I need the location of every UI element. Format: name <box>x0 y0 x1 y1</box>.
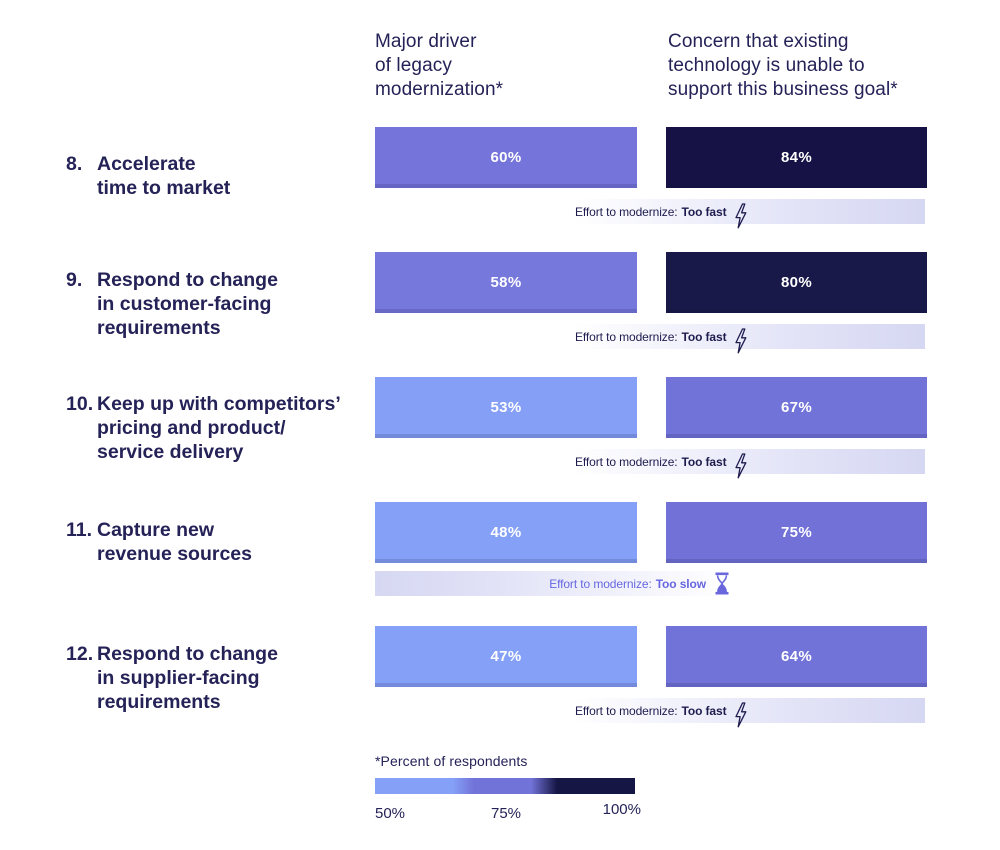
effort-strip: Effort to modernize: Too fast <box>559 449 925 478</box>
chart-row-8: 8. Accelerate time to market 60% 84% Eff… <box>0 127 1000 257</box>
effort-strip: Effort to modernize: Too fast <box>559 324 925 353</box>
effort-value: Too fast <box>681 703 727 718</box>
lightning-icon <box>733 701 748 728</box>
row-number: 11. <box>66 519 93 541</box>
concern-bar: 80% <box>666 252 927 313</box>
effort-strip: Effort to modernize: Too slow <box>375 571 741 596</box>
row-number: 8. <box>66 153 83 175</box>
driver-bar: 47% <box>375 626 637 687</box>
effort-value: Too fast <box>681 329 727 344</box>
lightning-icon <box>733 327 748 354</box>
scale-tick-75: 75% <box>490 805 522 822</box>
row-label: 12. Respond to change in supplier-facing… <box>66 642 366 714</box>
legend-footnote: *Percent of respondents <box>375 753 528 769</box>
row-label: 8. Accelerate time to market <box>66 152 366 200</box>
row-goal-text: Keep up with competitors’ pricing and pr… <box>97 393 341 463</box>
effort-value: Too fast <box>681 454 727 469</box>
scale-tick-100: 100% <box>602 801 641 818</box>
concern-percent-label: 75% <box>781 524 812 541</box>
effort-value: Too slow <box>655 576 706 591</box>
effort-strip: Effort to modernize: Too fast <box>559 698 925 727</box>
concern-bar: 64% <box>666 626 927 687</box>
row-label: 9. Respond to change in customer-facing … <box>66 268 366 340</box>
row-goal-text: Respond to change in supplier-facing req… <box>97 643 278 713</box>
column-header-concern: Concern that existing technology is unab… <box>668 31 898 100</box>
concern-bar: 67% <box>666 377 927 438</box>
chart-row-11: 11. Capture new revenue sources 48% 75% … <box>0 502 1000 632</box>
concern-percent-label: 64% <box>781 648 812 665</box>
driver-bar: 48% <box>375 502 637 563</box>
effort-prefix: Effort to modernize: <box>575 703 678 718</box>
column-header-major-driver: Major driver of legacy modernization* <box>375 31 504 100</box>
effort-value: Too fast <box>681 204 727 219</box>
lightning-icon <box>733 452 748 479</box>
color-scale-ticks: 50% 75% 100% <box>375 801 641 822</box>
driver-bar: 58% <box>375 252 637 313</box>
color-scale-legend: *Percent of respondents 50% 75% 100% <box>375 753 641 822</box>
chart-row-9: 9. Respond to change in customer-facing … <box>0 252 1000 382</box>
scale-tick-50: 50% <box>375 805 406 822</box>
driver-percent-label: 48% <box>490 524 522 541</box>
effort-strip: Effort to modernize: Too fast <box>559 199 925 228</box>
row-goal-text: Respond to change in customer-facing req… <box>97 269 278 339</box>
concern-bar: 75% <box>666 502 927 563</box>
row-label: 10. Keep up with competitors’ pricing an… <box>66 392 366 464</box>
driver-bar: 60% <box>375 127 637 188</box>
driver-bar: 53% <box>375 377 637 438</box>
effort-prefix: Effort to modernize: <box>549 576 652 591</box>
hourglass-icon <box>713 572 731 595</box>
concern-percent-label: 67% <box>781 399 812 416</box>
chart-row-10: 10. Keep up with competitors’ pricing an… <box>0 377 1000 507</box>
driver-percent-label: 53% <box>490 399 522 416</box>
effort-prefix: Effort to modernize: <box>575 454 678 469</box>
lightning-icon <box>733 202 748 229</box>
concern-percent-label: 80% <box>781 274 812 291</box>
driver-percent-label: 60% <box>490 149 522 166</box>
row-number: 10. <box>66 393 94 415</box>
row-number: 9. <box>66 269 83 291</box>
effort-prefix: Effort to modernize: <box>575 329 678 344</box>
row-goal-text: Capture new revenue sources <box>97 519 253 565</box>
chart-row-12: 12. Respond to change in supplier-facing… <box>0 626 1000 756</box>
effort-prefix: Effort to modernize: <box>575 204 678 219</box>
concern-percent-label: 84% <box>781 149 812 166</box>
driver-percent-label: 47% <box>490 648 522 665</box>
driver-percent-label: 58% <box>490 274 522 291</box>
color-scale-bar <box>375 778 635 794</box>
row-label: 11. Capture new revenue sources <box>66 518 366 566</box>
row-goal-text: Accelerate time to market <box>97 153 231 199</box>
concern-bar: 84% <box>666 127 927 188</box>
row-number: 12. <box>66 643 94 665</box>
